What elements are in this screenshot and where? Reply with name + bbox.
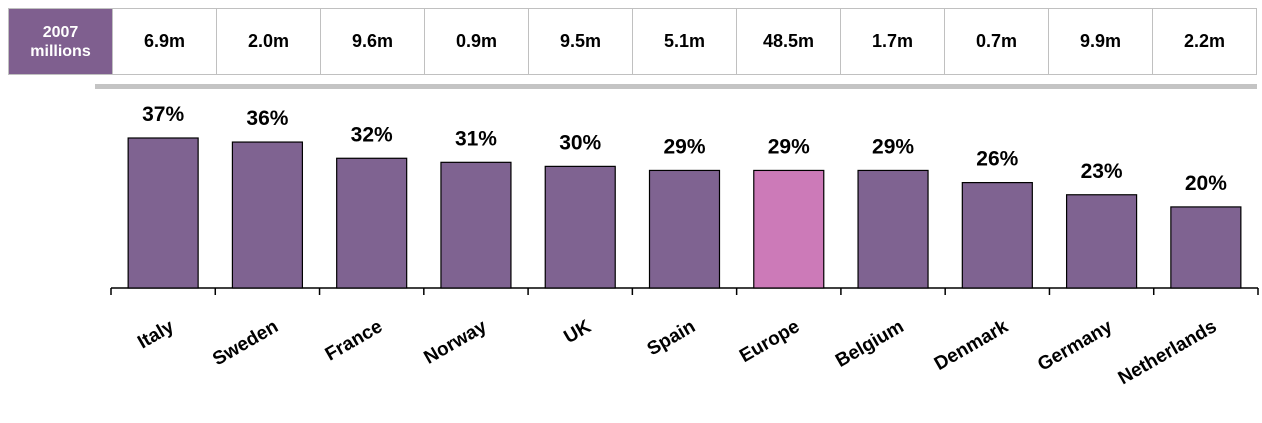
header-value-cell: 48.5m: [736, 8, 841, 75]
bar: [440, 161, 512, 289]
header-value-cell: 2.2m: [1152, 8, 1257, 75]
category-label: Belgium: [832, 316, 907, 372]
data-label: 31%: [455, 127, 497, 150]
data-label: 23%: [1081, 160, 1123, 183]
data-label: 37%: [142, 103, 184, 126]
data-label: 36%: [246, 107, 288, 130]
header-label-year: 2007: [42, 23, 79, 41]
data-label: 30%: [559, 131, 601, 154]
category-label: Sweden: [209, 316, 282, 370]
header-value-cell: 0.7m: [944, 8, 1049, 75]
category-label: Europe: [736, 316, 803, 367]
bar: [857, 169, 929, 289]
bar: [1170, 206, 1242, 289]
data-label: 29%: [768, 135, 810, 158]
bar: [231, 141, 304, 289]
bar: [127, 137, 199, 289]
header-value-cell: 9.9m: [1048, 8, 1153, 75]
header-value-cell: 2.0m: [216, 8, 321, 75]
bar: [961, 181, 1033, 289]
bar: [336, 157, 408, 289]
data-label: 26%: [976, 148, 1018, 171]
header-divider-rule: [95, 84, 1257, 89]
category-label: Norway: [421, 316, 491, 369]
header-label-unit: millions: [30, 42, 91, 60]
data-label: 29%: [872, 135, 914, 158]
population-header-table: 2007 millions 6.9m 2.0m 9.6m 0.9m 9.5m 5…: [8, 8, 1257, 75]
header-label-cell: 2007 millions: [8, 8, 113, 75]
category-label: Netherlands: [1115, 316, 1221, 389]
header-value-cell: 9.5m: [528, 8, 633, 75]
data-label: 29%: [663, 135, 705, 158]
bar: [544, 165, 616, 289]
bar: [648, 169, 721, 289]
category-label: Italy: [134, 316, 178, 353]
header-row: 2007 millions 6.9m 2.0m 9.6m 0.9m 9.5m 5…: [8, 8, 1257, 75]
category-label: France: [322, 316, 386, 365]
category-label: Denmark: [931, 316, 1012, 375]
bar: [753, 169, 825, 289]
category-label: UK: [560, 316, 595, 348]
bar: [1065, 194, 1138, 289]
header-value-cell: 9.6m: [320, 8, 425, 75]
header-value-cell: 1.7m: [840, 8, 945, 75]
category-label: Spain: [644, 316, 699, 360]
category-label: Germany: [1034, 316, 1116, 376]
data-label: 32%: [351, 123, 393, 146]
header-value-cell: 5.1m: [632, 8, 737, 75]
header-value-cell: 0.9m: [424, 8, 529, 75]
data-label: 20%: [1185, 172, 1227, 195]
